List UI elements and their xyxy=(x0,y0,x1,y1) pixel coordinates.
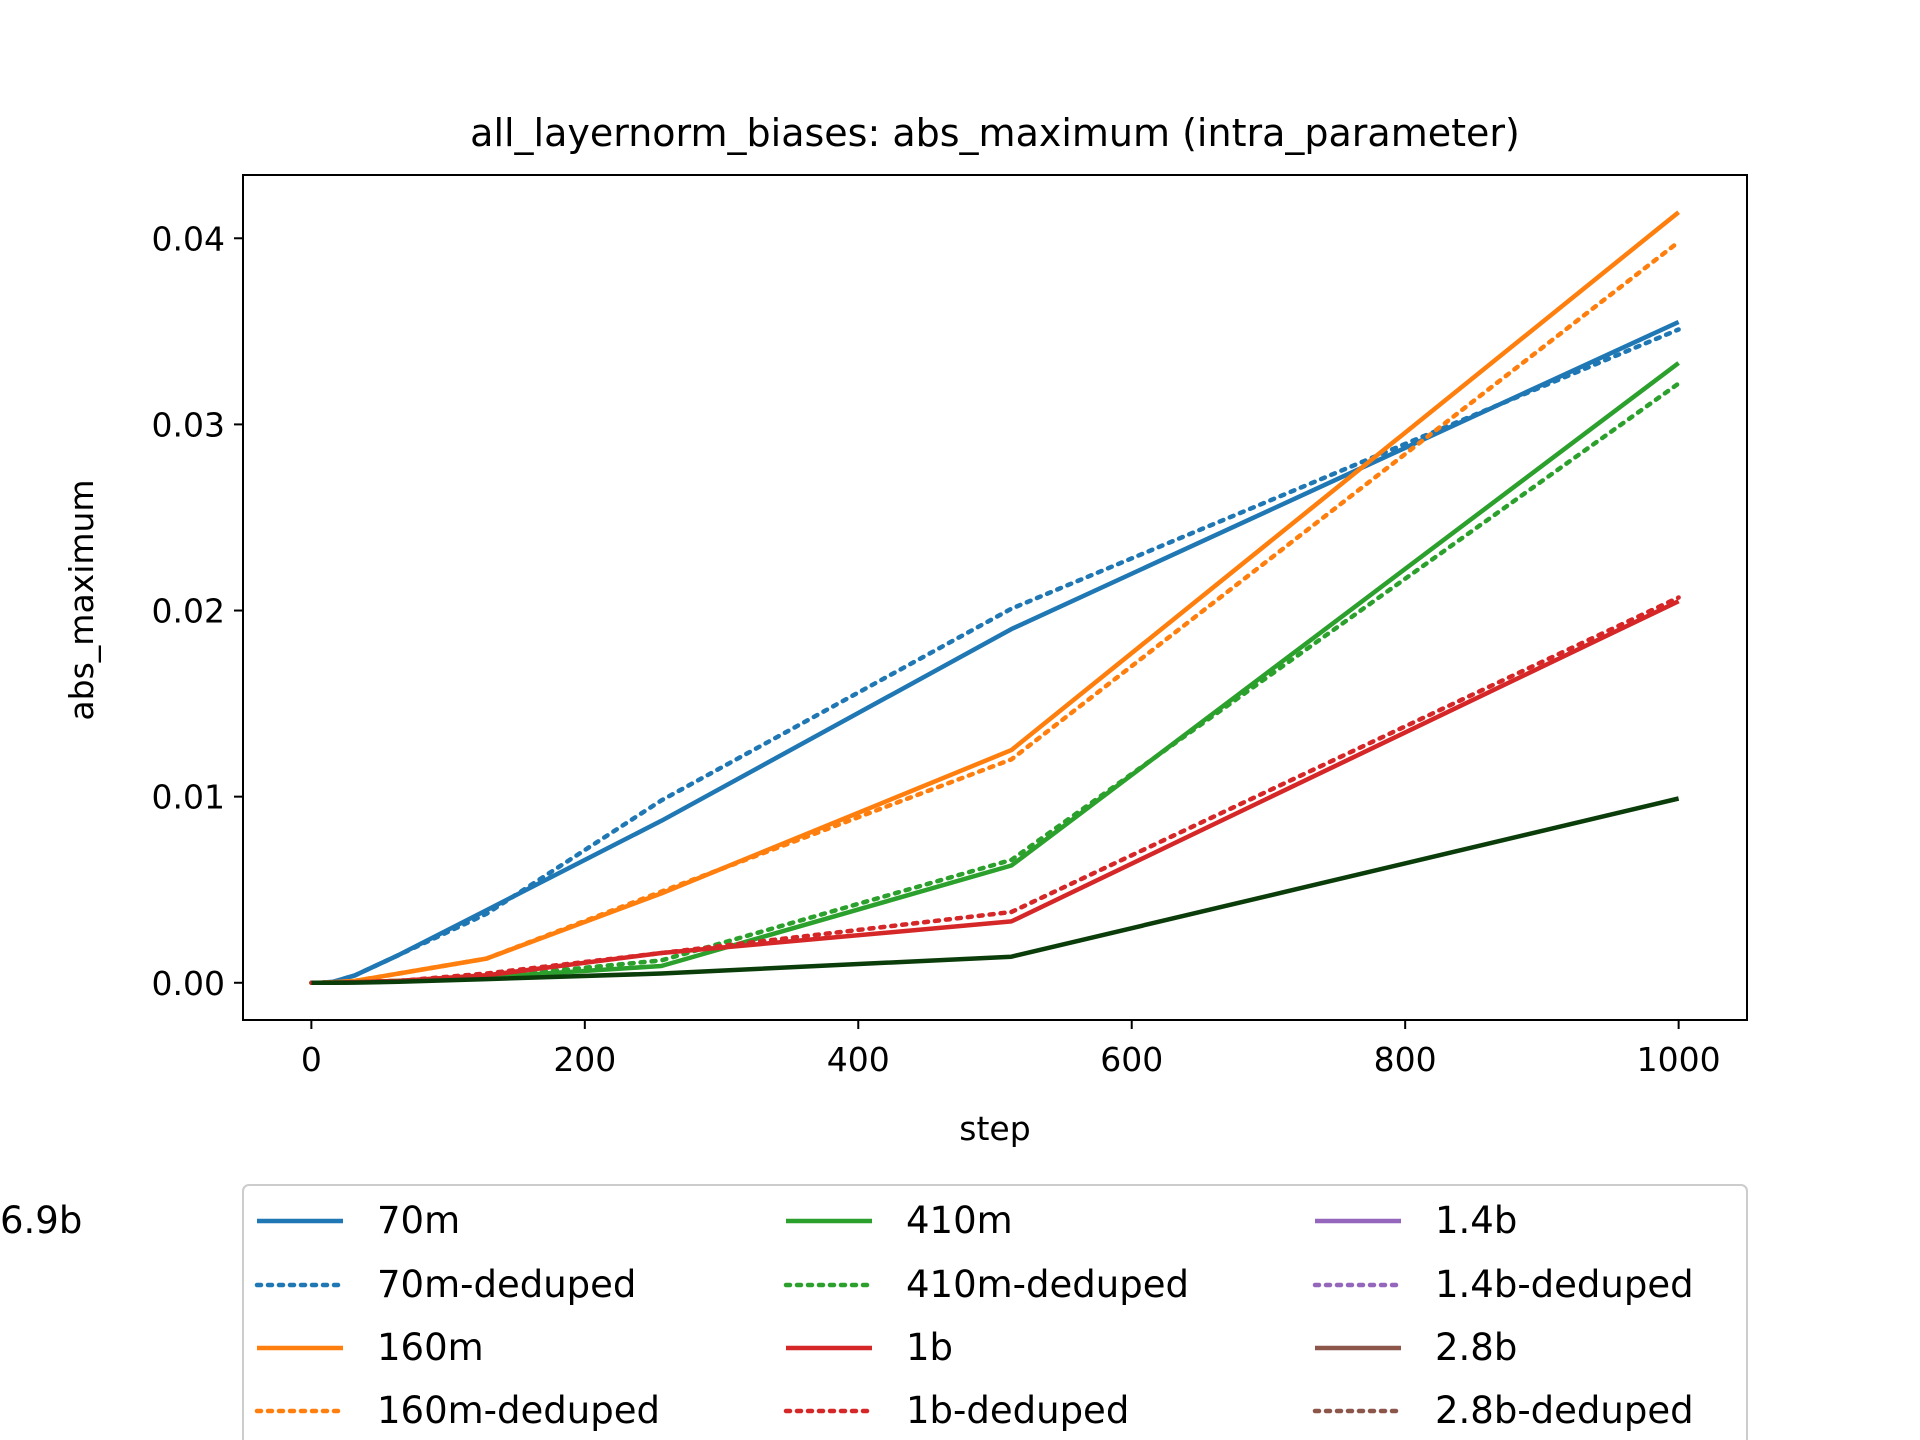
legend-label: 6.9b xyxy=(0,1199,82,1242)
legend-item-70m-deduped: 70m-deduped xyxy=(254,1263,636,1306)
legend: 70m 70m-deduped 160m 160m-deduped 410m 410m-d… xyxy=(0,1184,1748,1440)
legend-label: 1b-deduped xyxy=(906,1389,1129,1432)
legend-label: 2.8b-deduped xyxy=(1435,1389,1694,1432)
legend-label: 1.4b-deduped xyxy=(1435,1263,1694,1306)
y-tick-label: 0.03 xyxy=(152,405,225,444)
legend-item-410m-deduped: 410m-deduped xyxy=(783,1263,1189,1306)
legend-item-2.8b: 2.8b xyxy=(1315,1326,1517,1369)
y-tick-label: 0.01 xyxy=(152,778,225,817)
legend-label: 160m-deduped xyxy=(377,1389,660,1432)
legend-label: 410m xyxy=(906,1199,1013,1242)
x-axis-ticks: 0 200 400 600 800 1000 xyxy=(301,1020,1721,1079)
y-tick-label: 0.04 xyxy=(152,219,225,258)
x-tick-label: 600 xyxy=(1100,1040,1163,1079)
x-tick-label: 200 xyxy=(553,1040,616,1079)
legend-item-70m: 70m xyxy=(257,1199,460,1242)
legend-items: 70m 70m-deduped 160m 160m-deduped 410m 410m-d… xyxy=(0,1199,1694,1432)
x-tick-label: 400 xyxy=(827,1040,890,1079)
x-tick-label: 1000 xyxy=(1637,1040,1721,1079)
x-tick-label: 0 xyxy=(301,1040,322,1079)
legend-label: 1.4b xyxy=(1435,1199,1517,1242)
y-tick-label: 0.02 xyxy=(152,592,225,631)
chart-title: all_layernorm_biases: abs_maximum (intra… xyxy=(470,111,1520,155)
legend-label: 2.8b xyxy=(1435,1326,1517,1369)
series-line-6.9b xyxy=(310,796,1680,986)
legend-label: 410m-deduped xyxy=(906,1263,1189,1306)
legend-item-410m: 410m xyxy=(786,1199,1013,1242)
legend-item-1.4b: 1.4b xyxy=(1315,1199,1517,1242)
legend-label: 70m xyxy=(377,1199,460,1242)
legend-frame xyxy=(242,1184,1748,1440)
legend-item-1.4b-deduped: 1.4b-deduped xyxy=(1312,1263,1694,1306)
legend-item-160m-deduped: 160m-deduped xyxy=(254,1389,660,1432)
plot-frame xyxy=(242,174,1748,1021)
legend-label: 160m xyxy=(377,1326,484,1369)
y-axis-label: abs_maximum xyxy=(62,479,101,720)
legend-item-1b: 1b xyxy=(786,1326,953,1369)
plot-lines xyxy=(309,210,1681,986)
legend-item-1b-deduped: 1b-deduped xyxy=(783,1389,1129,1432)
y-axis-ticks: 0.00 0.01 0.02 0.03 0.04 xyxy=(152,219,243,1003)
legend-item-2.8b-deduped: 2.8b-deduped xyxy=(1312,1389,1694,1432)
y-tick-label: 0.00 xyxy=(152,964,225,1003)
legend-item-160m: 160m xyxy=(257,1326,484,1369)
x-axis-label: step xyxy=(959,1109,1030,1148)
legend-label: 70m-deduped xyxy=(377,1263,636,1306)
legend-label: 1b xyxy=(906,1326,953,1369)
x-tick-label: 800 xyxy=(1374,1040,1437,1079)
legend-item-6.9b: 6.9b xyxy=(0,1199,82,1242)
